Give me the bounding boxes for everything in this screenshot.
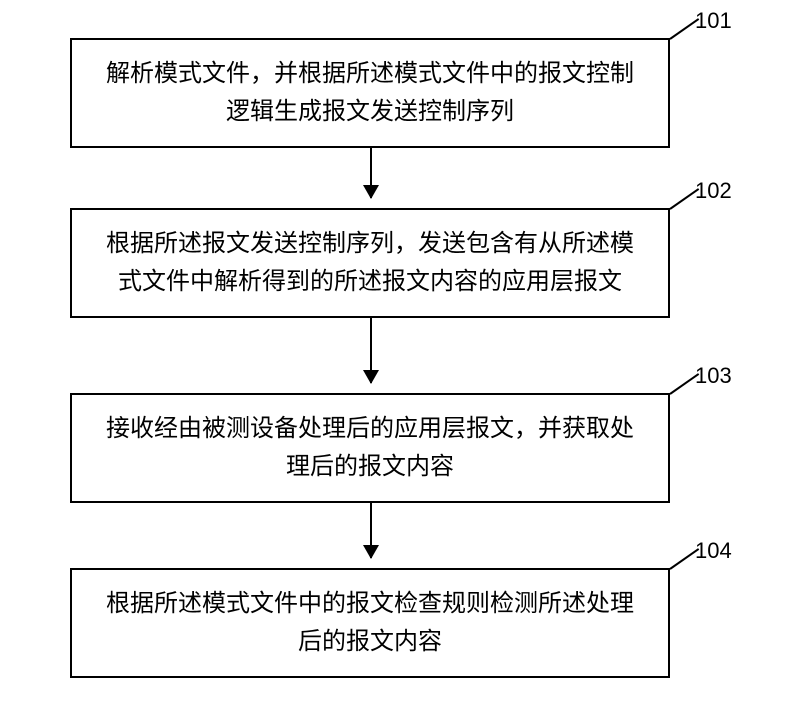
step-box-101: 解析模式文件，并根据所述模式文件中的报文控制逻辑生成报文发送控制序列 <box>70 38 670 148</box>
arrow-3-4 <box>370 503 372 558</box>
arrow-2-3 <box>370 318 372 383</box>
step-text-104: 根据所述模式文件中的报文检查规则检测所述处理后的报文内容 <box>102 585 638 662</box>
arrow-1-2 <box>370 148 372 198</box>
step-label-103: 103 <box>695 363 732 389</box>
flowchart-container: 解析模式文件，并根据所述模式文件中的报文控制逻辑生成报文发送控制序列 101 根… <box>0 0 800 705</box>
step-box-102: 根据所述报文发送控制序列，发送包含有从所述模式文件中解析得到的所述报文内容的应用… <box>70 208 670 318</box>
step-label-104: 104 <box>695 538 732 564</box>
step-label-101: 101 <box>695 8 732 34</box>
step-text-101: 解析模式文件，并根据所述模式文件中的报文控制逻辑生成报文发送控制序列 <box>102 55 638 132</box>
step-box-104: 根据所述模式文件中的报文检查规则检测所述处理后的报文内容 <box>70 568 670 678</box>
step-text-102: 根据所述报文发送控制序列，发送包含有从所述模式文件中解析得到的所述报文内容的应用… <box>102 225 638 302</box>
step-box-103: 接收经由被测设备处理后的应用层报文，并获取处理后的报文内容 <box>70 393 670 503</box>
step-text-103: 接收经由被测设备处理后的应用层报文，并获取处理后的报文内容 <box>102 410 638 487</box>
step-label-102: 102 <box>695 178 732 204</box>
